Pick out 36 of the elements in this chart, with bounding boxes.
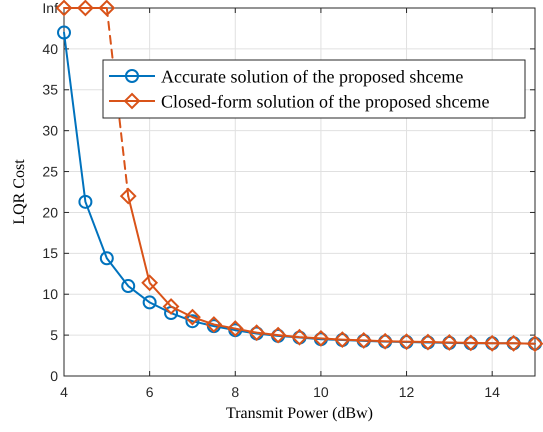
y-tick-label: 40: [42, 40, 58, 57]
point: [206, 316, 222, 332]
point: [56, 0, 72, 16]
point: [77, 0, 94, 16]
point: [163, 298, 180, 314]
point: [184, 309, 200, 326]
point: [120, 188, 136, 204]
point: [142, 295, 157, 310]
point: [185, 314, 200, 328]
y-tick-label: Inf: [42, 0, 58, 16]
y-tick-label: 15: [42, 245, 58, 262]
x-tick-label: 10: [313, 384, 329, 400]
y-tick-label: 5: [50, 327, 58, 344]
x-tick-label: 6: [146, 384, 154, 400]
y-tick-label: 25: [42, 163, 58, 180]
y-tick-label: 35: [42, 82, 58, 98]
y-tick-label: 10: [42, 286, 58, 302]
y-axis-title: LQR Cost: [11, 158, 28, 225]
x-axis-title: Transmit Power (dBw): [226, 405, 373, 422]
legend-label: Closed-form solution of the proposed shceme: [161, 91, 490, 112]
legend-label: Accurate solution of the proposed shceme: [161, 66, 464, 86]
y-tick-label: 20: [42, 204, 58, 220]
point: [206, 319, 221, 334]
point: [142, 274, 158, 291]
y-tick-label: 30: [42, 122, 58, 139]
point: [164, 306, 178, 320]
x-tick-label: 12: [398, 384, 415, 400]
point: [78, 194, 92, 209]
x-tick-label: 8: [231, 384, 240, 400]
x-tick-label: 14: [484, 384, 500, 400]
point: [57, 26, 71, 40]
point: [100, 251, 114, 266]
point: [121, 279, 136, 294]
x-tick-label: 4: [60, 384, 68, 400]
y-tick-label: 0: [50, 368, 58, 384]
point: [98, 0, 115, 16]
